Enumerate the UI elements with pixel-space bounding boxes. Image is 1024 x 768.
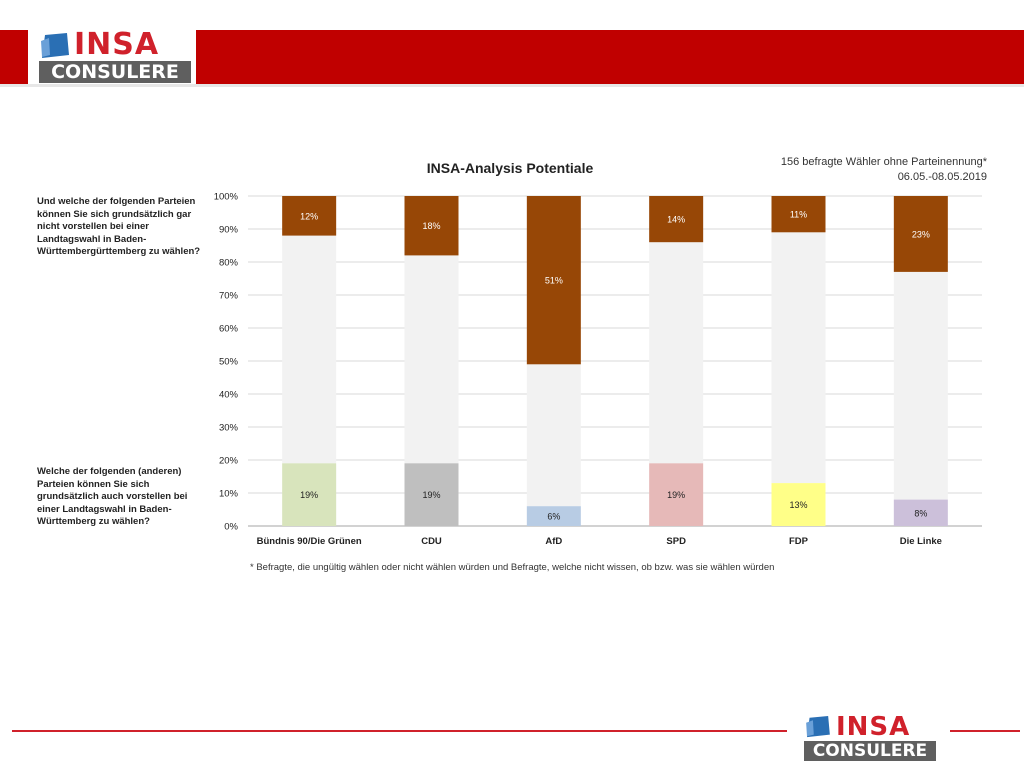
header-shadow — [0, 84, 1024, 87]
y-tick-label: 20% — [219, 456, 239, 467]
data-label-potential: 19% — [667, 490, 685, 500]
data-label-potential: 6% — [547, 512, 560, 522]
bar-segment-remainder — [282, 235, 337, 464]
y-tick-label: 70% — [219, 291, 239, 302]
y-tick-label: 30% — [219, 423, 239, 434]
logo-mark-icon — [806, 716, 830, 738]
bar-segment-potential — [649, 463, 704, 526]
logo-sub: CONSULERE — [39, 61, 191, 83]
bar-segment-rejection — [404, 196, 459, 256]
y-tick-label: 90% — [219, 225, 239, 236]
bar-segment-remainder — [526, 364, 581, 507]
x-tick-label: FDP — [789, 536, 809, 547]
data-label-rejection: 51% — [545, 276, 563, 286]
question-top: Und welche der folgenden Parteien können… — [37, 196, 201, 257]
y-tick-label: 40% — [219, 390, 239, 401]
footer-divider-left — [12, 730, 787, 732]
x-tick-label: AfD — [545, 536, 562, 547]
x-tick-label: CDU — [421, 536, 442, 547]
bar-segment-remainder — [893, 271, 948, 500]
bar-segment-remainder — [649, 242, 704, 464]
y-tick-label: 80% — [219, 258, 239, 269]
chart-title: INSA-Analysis Potentiale — [426, 160, 594, 176]
logo-mark-icon — [41, 33, 69, 58]
bar-segment-potential — [526, 506, 581, 526]
data-label-potential: 19% — [300, 490, 318, 500]
data-label-potential: 19% — [422, 490, 440, 500]
logo-sub: CONSULERE — [804, 741, 936, 761]
data-label-rejection: 23% — [912, 229, 930, 239]
y-tick-label: 10% — [219, 489, 239, 500]
bar-segment-potential — [771, 483, 826, 526]
bar-segment-rejection — [649, 196, 704, 243]
y-tick-label: 50% — [219, 357, 239, 368]
data-label-potential: 13% — [789, 500, 807, 510]
data-label-rejection: 12% — [300, 211, 318, 221]
bar-segment-rejection — [526, 196, 581, 365]
sample-note-line1: 156 befragte Wähler ohne Parteinennung* — [780, 156, 987, 168]
sample-note: 156 befragte Wähler ohne Parteinennung* … — [700, 155, 987, 185]
logo-word: INSA — [836, 712, 911, 742]
y-tick-label: 0% — [224, 522, 238, 533]
data-label-rejection: 11% — [790, 210, 807, 220]
bar-segment-rejection — [771, 196, 826, 233]
bar-segment-potential — [404, 463, 459, 526]
footer-divider-right — [950, 730, 1020, 732]
data-label-potential: 8% — [914, 508, 927, 518]
bar-segment-potential — [282, 463, 337, 526]
bar-segment-rejection — [893, 196, 948, 272]
bar-segment-remainder — [404, 255, 459, 464]
insa-consulere-logo-top: INSA CONSULERE — [28, 30, 196, 84]
data-label-rejection: 18% — [422, 221, 440, 231]
insa-consulere-logo-bottom: INSA CONSULERE — [800, 712, 940, 762]
x-tick-label: Die Linke — [900, 536, 942, 547]
bar-segment-rejection — [282, 196, 337, 236]
bar-segment-potential — [893, 499, 948, 526]
sample-note-line2: 06.05.-08.05.2019 — [897, 171, 987, 183]
question-bottom: Welche der folgenden (anderen) Parteien … — [37, 466, 188, 527]
x-tick-label: SPD — [666, 536, 686, 547]
data-label-rejection: 14% — [667, 215, 685, 225]
footnote: * Befragte, die ungültig wählen oder nic… — [250, 562, 775, 573]
y-tick-label: 60% — [219, 324, 239, 335]
logo-word: INSA — [74, 27, 160, 62]
bar-segment-remainder — [771, 232, 826, 484]
y-tick-label: 100% — [214, 192, 239, 203]
x-tick-label: Bündnis 90/Die Grünen — [257, 536, 362, 547]
